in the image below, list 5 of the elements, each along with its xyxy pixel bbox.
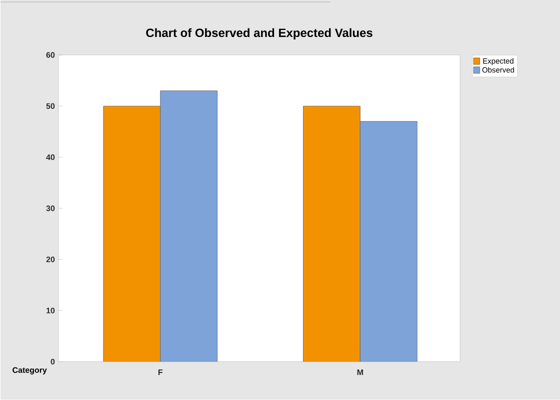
bar xyxy=(303,106,360,362)
bar xyxy=(103,106,161,362)
bar xyxy=(360,121,418,362)
chart-title: Chart of Observed and Expected Values xyxy=(146,28,372,40)
bar xyxy=(160,90,218,362)
